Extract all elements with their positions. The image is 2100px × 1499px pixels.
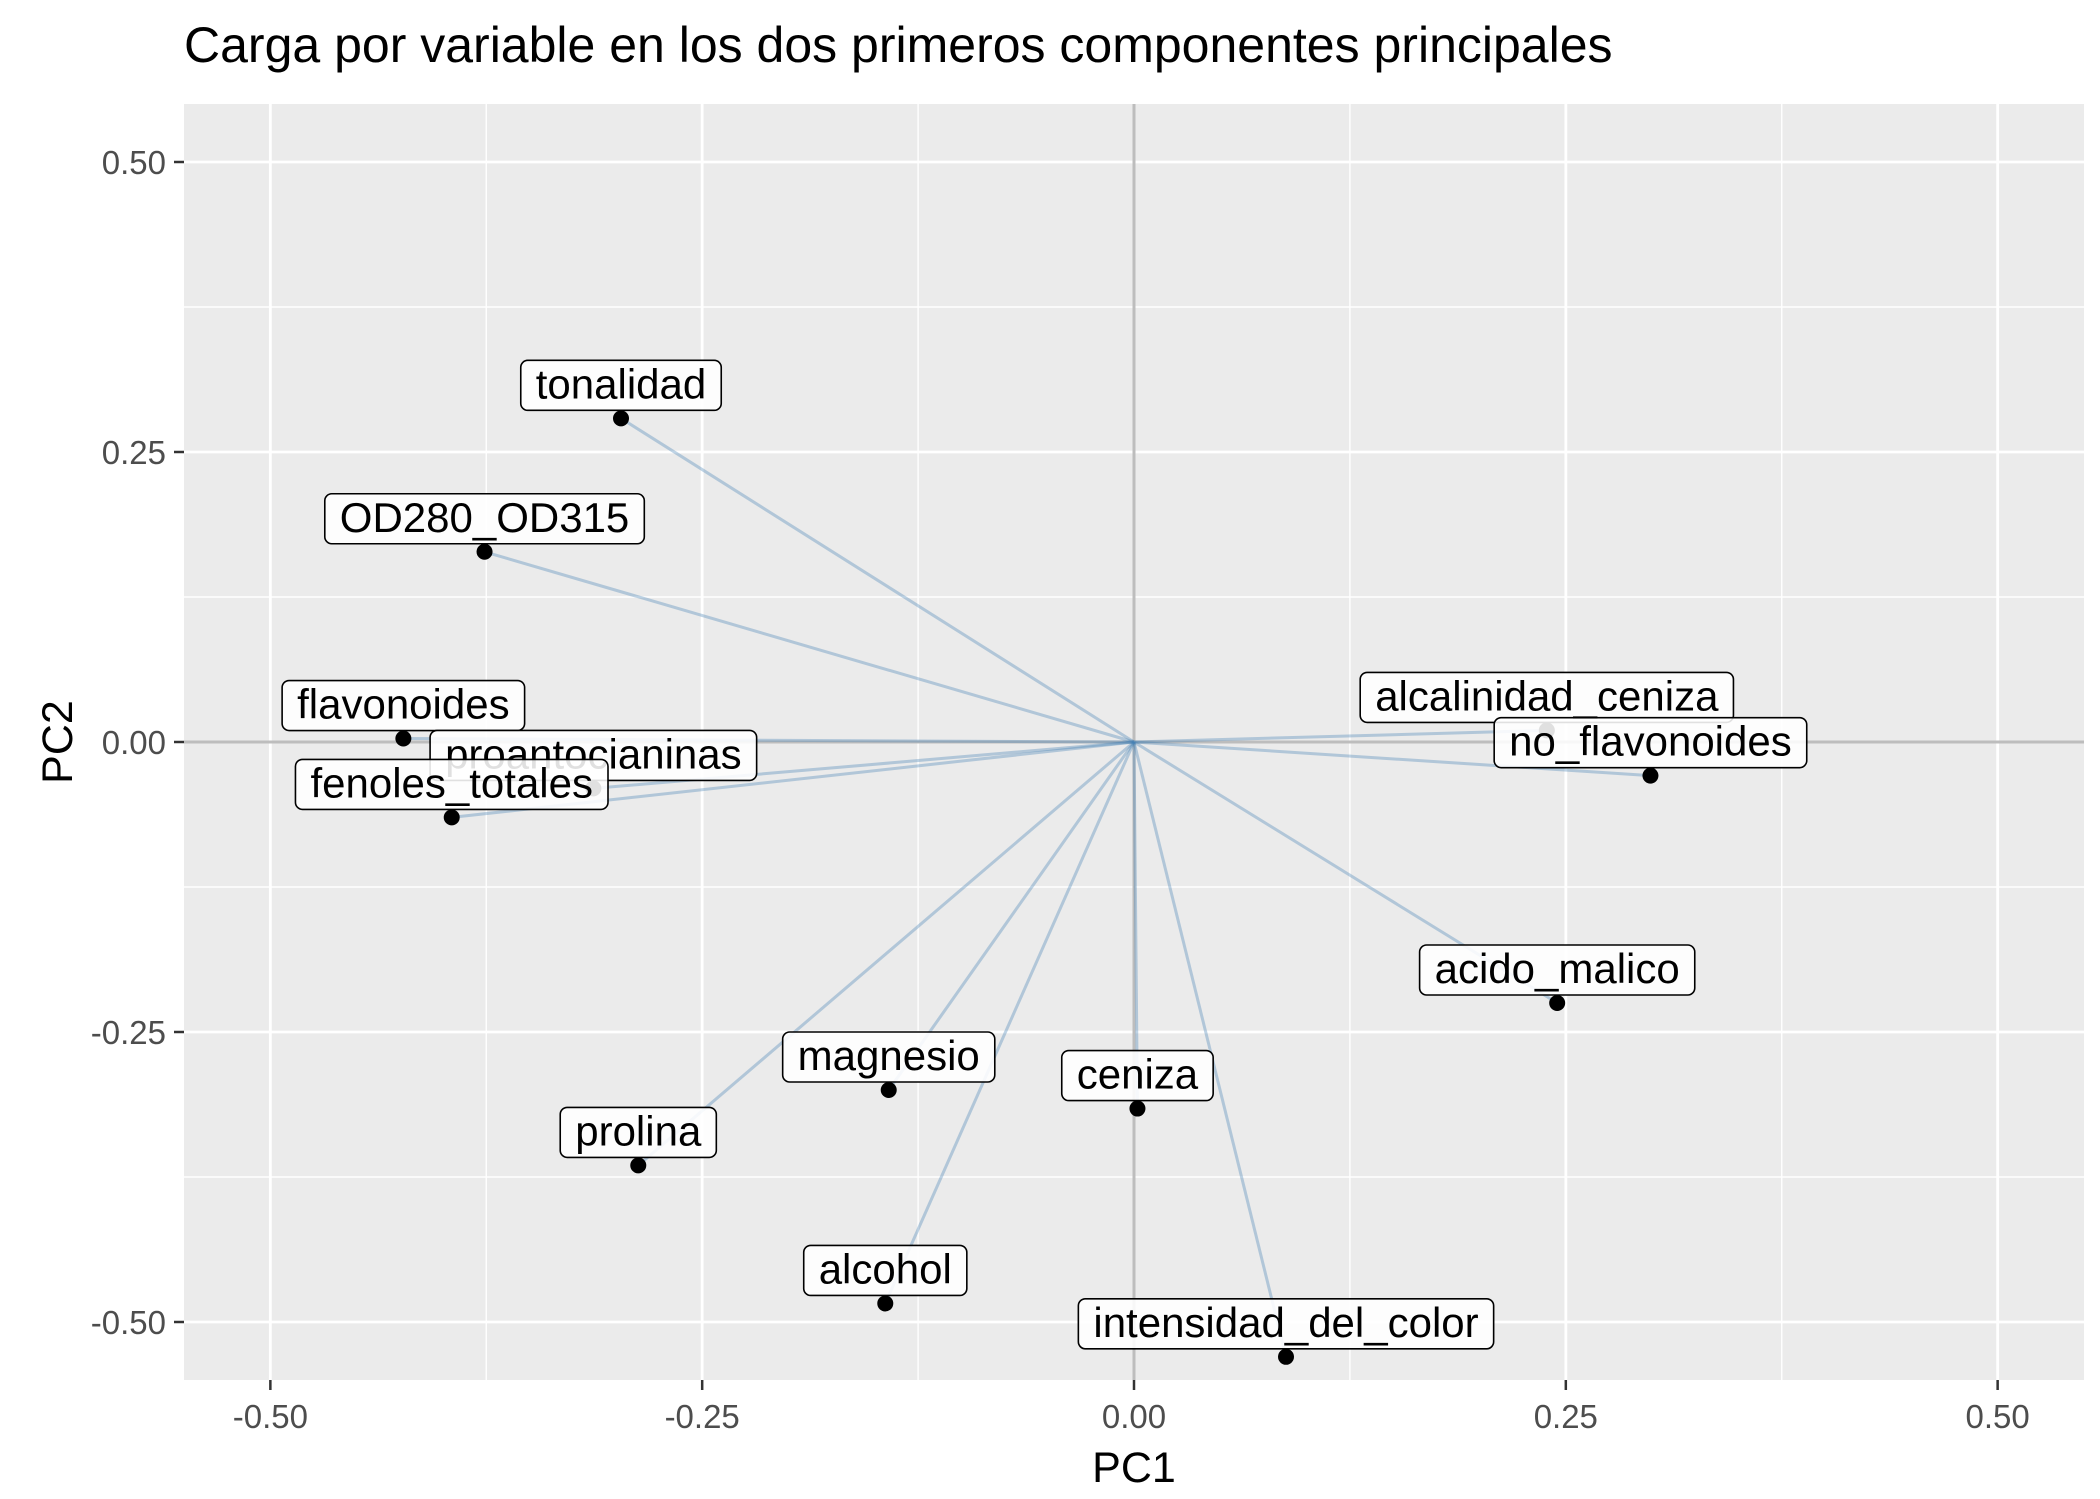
point-label: acido_malico: [1435, 945, 1680, 992]
x-axis-title: PC1: [1092, 1444, 1176, 1492]
chart-title: Carga por variable en los dos primeros c…: [184, 17, 1613, 73]
loading-segment: [1132, 741, 1288, 1358]
axes: -0.50 -0.25 0.00 0.25 0.50 -0.50 -0.25 0.00 0.25…: [91, 144, 2030, 1435]
loading-segment: [637, 740, 1135, 1167]
point-label: intensidad_del_color: [1093, 1299, 1478, 1346]
loading-point: [443, 809, 460, 826]
loading-segment: [1133, 728, 1547, 744]
point-label-box: magnesio: [781, 1031, 996, 1083]
x-tick-label: 0.00: [1102, 1398, 1166, 1435]
y-axis-title: PC2: [34, 700, 82, 784]
point-label: OD280_OD315: [340, 494, 630, 541]
point-label-box: alcohol: [802, 1244, 968, 1297]
loading-point: [476, 543, 493, 560]
loading-segment: [1132, 741, 1139, 1109]
point-label-background: [1493, 716, 1808, 769]
loading-segment: [620, 417, 1135, 744]
x-tick-label: 0.50: [1966, 1398, 2030, 1435]
point-label-box: alcalinidad_ceniza: [1359, 671, 1735, 724]
x-tick-label: 0.25: [1534, 1398, 1598, 1435]
point-label: alcohol: [819, 1245, 952, 1292]
point-label-box: intensidad_del_color: [1077, 1298, 1495, 1350]
x-tick-label: -0.50: [233, 1398, 308, 1435]
point-label-background: [1060, 1049, 1214, 1102]
y-tick-label: 0.50: [102, 144, 166, 181]
point-label-background: [281, 679, 526, 732]
loading-point: [395, 730, 412, 747]
point-label-background: [1418, 944, 1696, 996]
point-label: prolina: [575, 1107, 702, 1154]
point-label-background: [519, 359, 723, 412]
point-label: tonalidad: [536, 360, 706, 407]
point-labels: tonalidadOD280_OD315flavonoidesproantoci…: [281, 359, 1808, 1350]
point-label: alcalinidad_ceniza: [1375, 672, 1719, 719]
point-label-background: [802, 1244, 968, 1297]
loading-point: [630, 1157, 647, 1174]
point-label: magnesio: [798, 1032, 980, 1079]
y-tick-label: 0.25: [102, 434, 166, 471]
x-tick-label: -0.25: [665, 1398, 740, 1435]
y-tick-label: -0.25: [91, 1014, 166, 1051]
point-label-background: [559, 1106, 718, 1159]
loading-point: [880, 1082, 897, 1098]
point-label-background: [323, 492, 646, 545]
loading-point: [1549, 995, 1566, 1011]
point-label-box: tonalidad: [519, 359, 723, 412]
point-label-background: [781, 1031, 996, 1083]
loading-point: [613, 410, 629, 427]
loading-segment: [883, 741, 1136, 1305]
point-label: ceniza: [1077, 1051, 1199, 1098]
loading-point: [1278, 1348, 1294, 1365]
point-label-box: fenoles_totales: [294, 758, 609, 811]
point-label: no_flavonoides: [1509, 718, 1792, 765]
loading-point: [1642, 767, 1659, 784]
y-tick-label: -0.50: [91, 1304, 166, 1341]
point-label-box: acido_malico: [1418, 944, 1696, 996]
loading-segment: [1133, 740, 1651, 778]
point-label: fenoles_totales: [310, 759, 593, 806]
point-label-box: ceniza: [1060, 1049, 1214, 1102]
loading-segments: [403, 417, 1651, 1358]
point-label-box: no_flavonoides: [1493, 716, 1808, 769]
point-label-box: flavonoides: [281, 679, 526, 732]
loading-segment: [484, 550, 1135, 744]
point-label-background: [1077, 1298, 1495, 1350]
point-label-background: [294, 758, 609, 811]
point-label: flavonoides: [297, 681, 509, 728]
y-tick-label: 0.00: [102, 724, 166, 761]
loading-point: [877, 1295, 894, 1312]
loading-point: [1129, 1100, 1146, 1117]
point-label-box: OD280_OD315: [323, 492, 646, 545]
point-label-box: prolina: [559, 1106, 718, 1159]
